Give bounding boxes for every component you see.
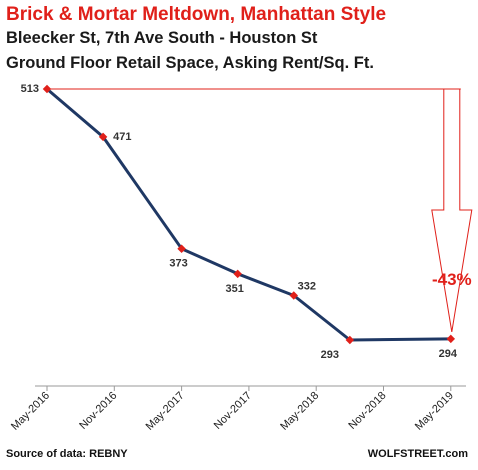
chart-title: Brick & Mortar Meltdown, Manhattan Style: [6, 4, 387, 25]
data-label: 294: [439, 348, 458, 360]
data-point-marker: [98, 132, 108, 142]
rent-series: [42, 84, 456, 345]
brand-credit: WOLFSTREET.com: [367, 448, 468, 460]
data-point-marker: [289, 291, 299, 300]
x-tick-label: Nov-2018: [346, 390, 388, 432]
down-arrow-icon: [431, 88, 473, 332]
data-label: 332: [298, 281, 316, 293]
data-label: 351: [226, 283, 244, 295]
chart-subtitle-metric: Ground Floor Retail Space, Asking Rent/S…: [6, 54, 374, 72]
x-tick-label: May-2016: [9, 390, 52, 433]
data-label: 373: [169, 258, 187, 270]
x-tick-label: May-2017: [144, 390, 187, 433]
x-tick-label: Nov-2016: [77, 390, 119, 432]
data-point-marker: [345, 335, 355, 345]
x-tick-label: May-2018: [278, 390, 321, 433]
data-label: 513: [21, 83, 39, 95]
data-label: 293: [321, 349, 339, 361]
decline-percent-label: -43%: [432, 270, 472, 289]
x-tick-label: Nov-2017: [212, 390, 254, 432]
x-tick-label: May-2019: [413, 390, 456, 433]
data-label: 471: [113, 131, 131, 143]
data-point-marker: [177, 244, 186, 253]
data-point-marker: [233, 269, 242, 279]
source-note: Source of data: REBNY: [6, 448, 128, 460]
decline-annotation: -43%: [47, 88, 473, 332]
x-axis: May-2016 Nov-2016 May-2017 Nov-2017 May-2018…: [9, 385, 466, 433]
data-point-marker: [446, 334, 456, 344]
series-line: [46, 87, 451, 342]
data-labels: 513 471 373 351 332 293 294: [21, 83, 458, 361]
data-point-marker: [42, 84, 52, 94]
chart-subtitle-location: Bleecker St, 7th Ave South - Houston St: [6, 29, 318, 47]
